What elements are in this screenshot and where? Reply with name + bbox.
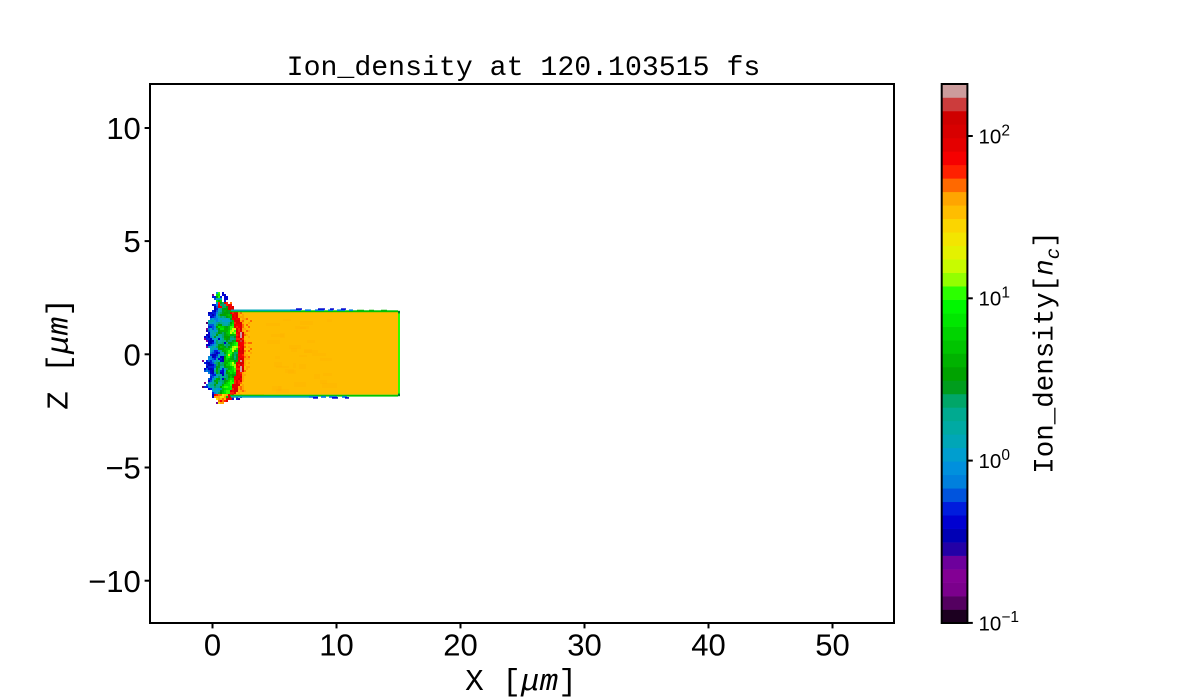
svg-text:40: 40 bbox=[691, 628, 725, 663]
svg-text:10−1: 10−1 bbox=[979, 609, 1020, 635]
svg-text:X [μm]: X [μm] bbox=[465, 665, 577, 700]
svg-text:Ion_density at 120.103515 fs: Ion_density at 120.103515 fs bbox=[287, 53, 761, 84]
svg-text:Z [μm]: Z [μm] bbox=[43, 298, 78, 410]
svg-text:10: 10 bbox=[319, 628, 353, 663]
svg-text:30: 30 bbox=[567, 628, 601, 663]
svg-text:Ion_density[nc]: Ion_density[nc] bbox=[1031, 231, 1066, 473]
svg-text:0: 0 bbox=[204, 628, 221, 663]
svg-text:0: 0 bbox=[124, 337, 141, 372]
svg-text:−5: −5 bbox=[105, 451, 140, 486]
svg-text:50: 50 bbox=[815, 628, 849, 663]
svg-text:20: 20 bbox=[443, 628, 477, 663]
svg-text:5: 5 bbox=[124, 224, 141, 259]
svg-text:10: 10 bbox=[106, 111, 140, 146]
svg-text:−10: −10 bbox=[88, 564, 141, 599]
